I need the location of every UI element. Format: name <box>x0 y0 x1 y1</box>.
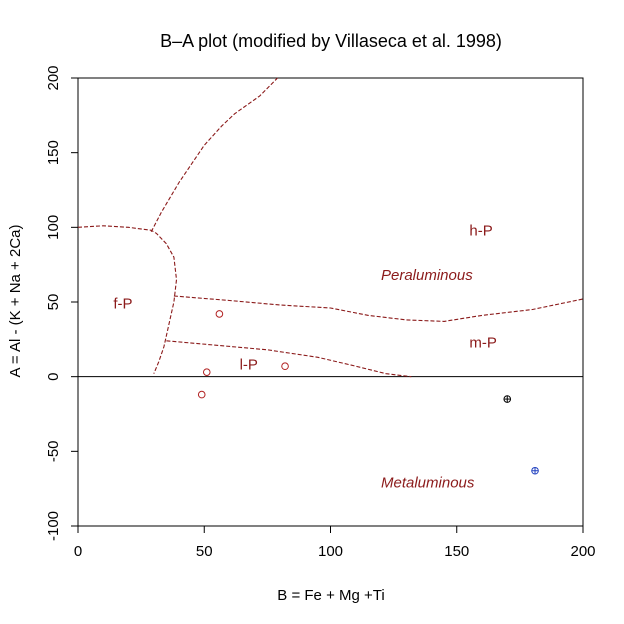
y-axis-label: A = Al - (K + Na + 2Ca) <box>7 225 24 378</box>
field-label: Peraluminous <box>381 267 473 284</box>
y-tick-label: 200 <box>45 65 62 90</box>
plot-area: 0 50 100 150 200 -100 -50 0 50 100 150 200 h-P Peralu… <box>45 65 596 560</box>
y-tick-label: -100 <box>45 511 62 541</box>
boundary-lP-upper <box>166 340 412 378</box>
boundary-mP-upper <box>173 295 584 322</box>
x-tick-label: 150 <box>444 543 469 560</box>
data-point-circle <box>281 362 289 371</box>
x-tick-label: 50 <box>196 543 213 560</box>
y-tick-label: 50 <box>45 294 62 311</box>
field-label: f-P <box>113 295 132 312</box>
x-axis-label: B = Fe + Mg +Ti <box>277 587 384 604</box>
y-tick-label: 150 <box>45 140 62 165</box>
field-label: Metaluminous <box>381 475 475 492</box>
field-label: m-P <box>469 334 497 351</box>
x-tick-label: 100 <box>318 543 343 560</box>
data-point <box>215 310 224 318</box>
chart-title: B–A plot (modified by Villaseca et al. 1… <box>160 31 502 51</box>
y-tick-label: 100 <box>45 215 62 240</box>
data-point <box>202 368 211 376</box>
data-point <box>503 395 512 403</box>
x-tick-label: 0 <box>74 543 82 560</box>
plot-frame <box>77 77 584 527</box>
y-tick-label: -50 <box>45 440 62 462</box>
boundary-upper <box>150 77 278 233</box>
x-tick-label: 200 <box>570 543 595 560</box>
data-point <box>531 466 539 475</box>
data-point-circle <box>202 368 211 376</box>
y-tick-label: 0 <box>45 372 62 380</box>
data-point <box>281 362 289 371</box>
data-point-circle <box>215 310 224 318</box>
field-label: h-P <box>469 222 492 239</box>
data-point <box>197 390 206 399</box>
boundary-fP-left <box>77 225 178 374</box>
field-label: l-P <box>240 357 258 374</box>
data-point-circle <box>197 390 206 399</box>
